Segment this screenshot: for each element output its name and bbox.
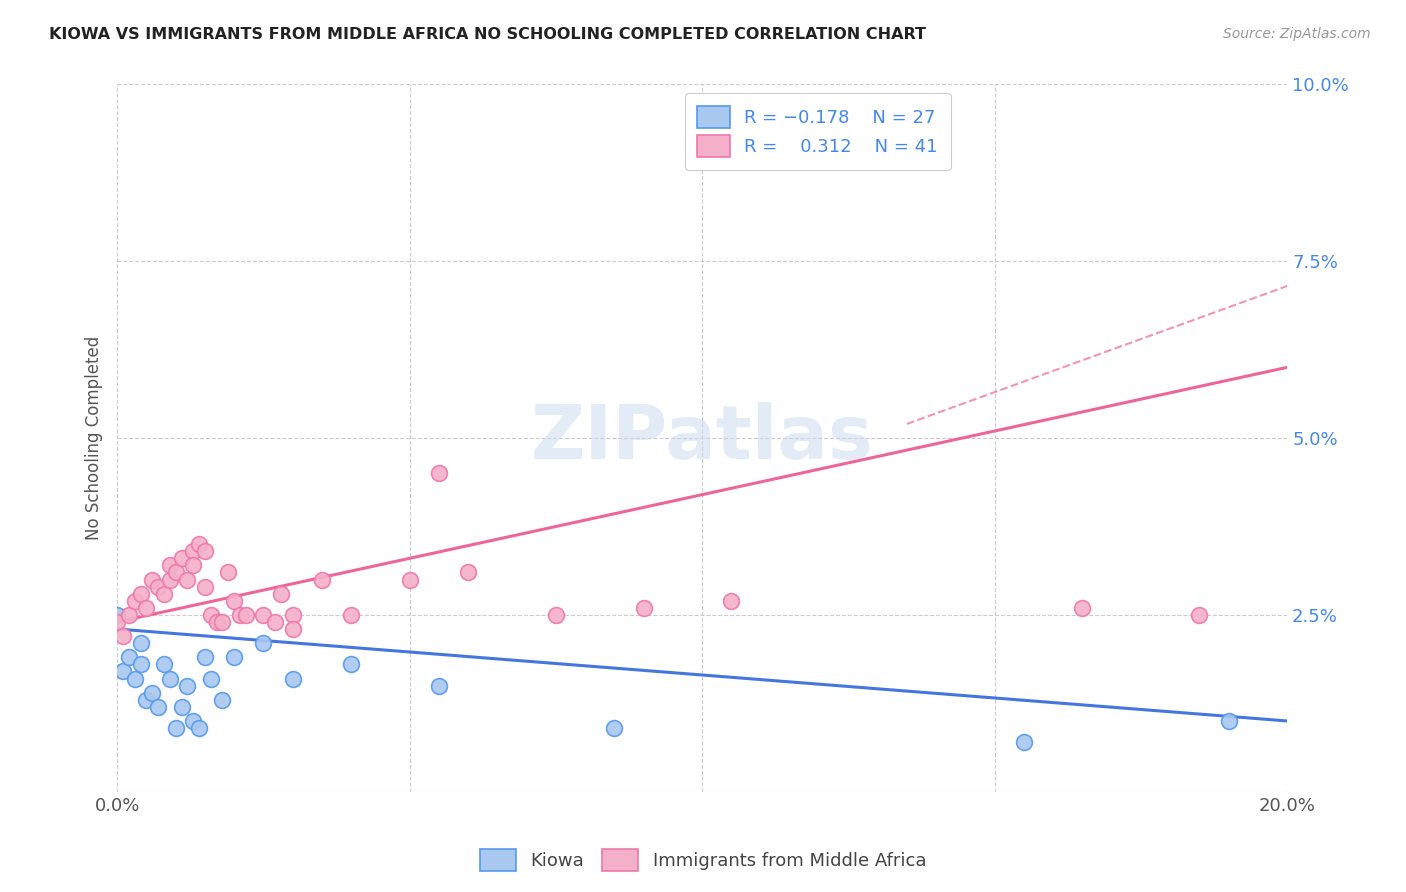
Point (264, 615, 287, 629)
Point (170, 551, 193, 566)
Point (398, 573, 420, 587)
Point (188, 721, 211, 735)
Text: KIOWA VS IMMIGRANTS FROM MIDDLE AFRICA NO SCHOOLING COMPLETED CORRELATION CHART: KIOWA VS IMMIGRANTS FROM MIDDLE AFRICA N… (49, 27, 927, 42)
Point (181, 558, 204, 573)
Point (224, 650, 246, 665)
Point (105, 615, 128, 629)
Point (194, 580, 217, 594)
Point (211, 692, 233, 706)
Point (252, 607, 274, 622)
Point (603, 721, 626, 735)
Point (633, 600, 655, 615)
Point (205, 615, 228, 629)
Point (311, 573, 333, 587)
Point (159, 672, 181, 686)
Text: ZIPatlas: ZIPatlas (531, 401, 873, 475)
Y-axis label: No Schooling Completed: No Schooling Completed (86, 336, 103, 541)
Point (170, 699, 193, 714)
Point (235, 607, 257, 622)
Point (229, 607, 252, 622)
Point (135, 600, 157, 615)
Point (118, 650, 141, 665)
Point (188, 537, 211, 551)
Point (427, 679, 450, 693)
Point (211, 615, 233, 629)
Legend: Kiowa, Immigrants from Middle Africa: Kiowa, Immigrants from Middle Africa (472, 842, 934, 879)
Point (281, 622, 304, 636)
Point (181, 714, 204, 728)
Legend: R = −0.178    N = 27, R =    0.312    N = 41: R = −0.178 N = 27, R = 0.312 N = 41 (685, 94, 950, 170)
Point (281, 607, 304, 622)
Point (194, 544, 217, 558)
Point (720, 593, 742, 607)
Point (544, 607, 567, 622)
Point (1071, 600, 1094, 615)
Point (146, 580, 169, 594)
Point (270, 587, 292, 601)
Point (146, 699, 169, 714)
Point (124, 593, 146, 607)
Point (135, 692, 157, 706)
Point (1012, 735, 1035, 749)
Point (176, 679, 198, 693)
Point (165, 566, 187, 580)
Point (181, 544, 204, 558)
Point (281, 672, 304, 686)
Point (224, 593, 246, 607)
Point (427, 467, 450, 481)
Point (200, 672, 222, 686)
Point (1188, 607, 1211, 622)
Point (129, 587, 152, 601)
Point (129, 636, 152, 650)
Point (340, 607, 363, 622)
Point (1218, 714, 1240, 728)
Point (165, 721, 187, 735)
Point (112, 665, 135, 679)
Point (176, 573, 198, 587)
Point (153, 657, 176, 672)
Text: Source: ZipAtlas.com: Source: ZipAtlas.com (1223, 27, 1371, 41)
Point (118, 607, 141, 622)
Point (141, 686, 163, 700)
Point (200, 607, 222, 622)
Point (252, 636, 274, 650)
Point (340, 657, 363, 672)
Point (457, 566, 479, 580)
Point (105, 607, 128, 622)
Point (129, 657, 152, 672)
Point (153, 587, 176, 601)
Point (159, 573, 181, 587)
Point (124, 672, 146, 686)
Point (112, 629, 135, 643)
Point (217, 566, 239, 580)
Point (159, 558, 181, 573)
Point (141, 573, 163, 587)
Point (194, 650, 217, 665)
